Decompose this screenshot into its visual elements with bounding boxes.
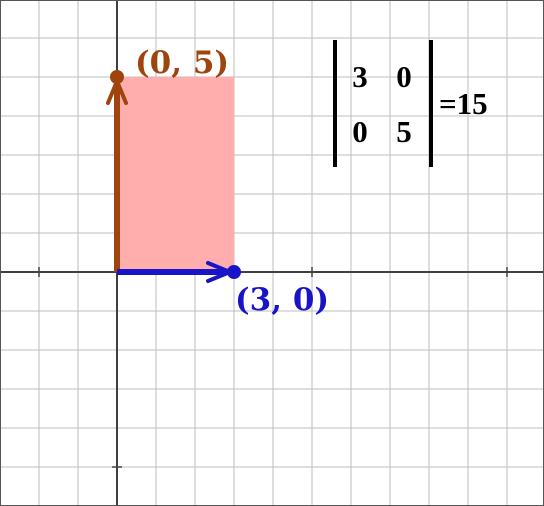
parallelogram-area	[117, 77, 234, 272]
matrix-cell-r1c1: 3	[352, 59, 368, 94]
vector-v-arrow	[117, 261, 241, 283]
vector-v-arrowhead	[206, 261, 236, 283]
vector-v-label: (3, 0)	[235, 282, 329, 318]
matrix-cell-r2c1: 0	[352, 114, 368, 149]
matrix-cell-r2c2: 5	[396, 114, 412, 149]
vector-u-arrowhead	[106, 75, 128, 105]
matrix-cell-r1c2: 0	[396, 59, 412, 94]
vector-u-label: (0, 5)	[135, 45, 229, 81]
vector-u-arrow	[106, 70, 128, 272]
determinant-matrix: 3 0 0 5 =15	[333, 40, 488, 167]
determinant-value: =15	[439, 86, 488, 121]
